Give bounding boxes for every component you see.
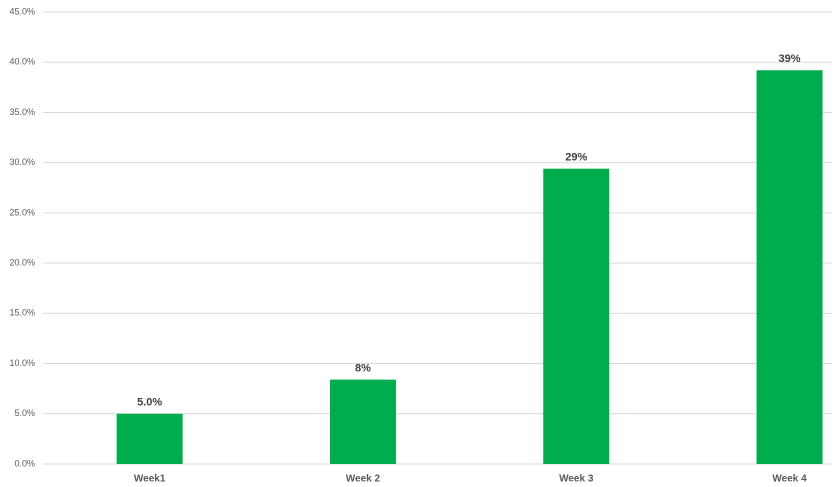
data-label: 29% — [565, 152, 587, 164]
bar — [116, 413, 183, 464]
x-tick-label: Week 4 — [772, 474, 807, 485]
x-tick-label: Week 2 — [346, 474, 381, 485]
x-tick-label: Week 3 — [559, 474, 594, 485]
y-tick-label: 30.0% — [9, 157, 35, 167]
bar — [329, 379, 396, 464]
y-tick-label: 0.0% — [14, 458, 35, 468]
data-label: 5.0% — [137, 397, 162, 409]
bar — [756, 70, 823, 464]
y-tick-label: 35.0% — [9, 107, 35, 117]
data-label: 8% — [355, 363, 371, 375]
bar — [543, 168, 610, 464]
data-label: 39% — [779, 53, 801, 65]
x-tick-label: Week1 — [134, 474, 166, 485]
y-tick-label: 40.0% — [9, 57, 35, 67]
y-tick-label: 5.0% — [14, 408, 35, 418]
y-tick-label: 15.0% — [9, 308, 35, 318]
y-tick-label: 10.0% — [9, 358, 35, 368]
y-tick-label: 45.0% — [9, 6, 35, 16]
y-tick-label: 20.0% — [9, 257, 35, 267]
y-tick-label: 25.0% — [9, 207, 35, 217]
